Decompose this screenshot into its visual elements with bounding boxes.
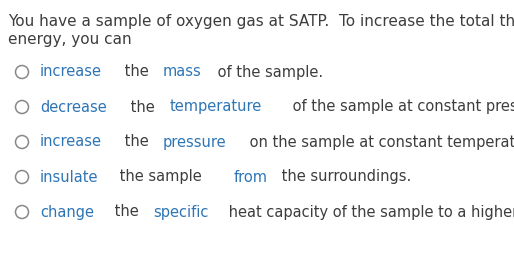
Text: the sample: the sample (116, 170, 207, 184)
Text: the: the (120, 135, 153, 149)
Text: decrease: decrease (40, 99, 107, 114)
Text: insulate: insulate (40, 170, 99, 184)
Text: from: from (233, 170, 267, 184)
Text: increase: increase (40, 64, 102, 80)
Text: on the sample at constant temperature.: on the sample at constant temperature. (245, 135, 514, 149)
Text: the: the (120, 64, 153, 80)
Text: temperature: temperature (169, 99, 262, 114)
Text: the: the (126, 99, 159, 114)
Text: You have a sample of oxygen gas at SATP.  To increase the total thermal: You have a sample of oxygen gas at SATP.… (8, 14, 514, 29)
Text: heat capacity of the sample to a higher value.: heat capacity of the sample to a higher … (224, 205, 514, 219)
Text: mass: mass (163, 64, 202, 80)
Text: pressure: pressure (163, 135, 227, 149)
Text: the: the (109, 205, 143, 219)
Text: of the sample.: of the sample. (213, 64, 323, 80)
Text: increase: increase (40, 135, 102, 149)
Text: energy, you can: energy, you can (8, 32, 132, 47)
Text: specific: specific (153, 205, 208, 219)
Text: change: change (40, 205, 94, 219)
Text: of the sample at constant pressure.: of the sample at constant pressure. (288, 99, 514, 114)
Text: the surroundings.: the surroundings. (277, 170, 412, 184)
